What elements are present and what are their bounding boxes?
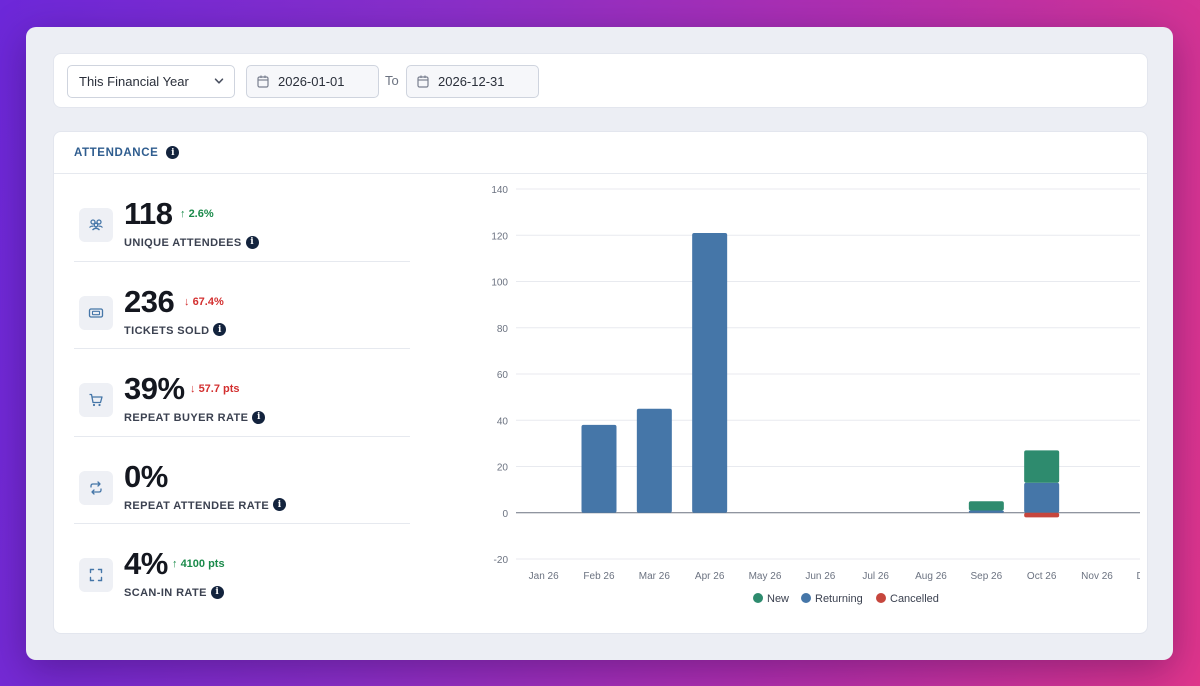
- dashboard-window: This Financial Year 2026-01-01 To 2026-1…: [26, 27, 1173, 660]
- metric-change: ↑ 2.6%: [180, 208, 214, 220]
- bar-new: [1024, 450, 1060, 483]
- y-tick-label: 60: [497, 370, 509, 381]
- arrow-down-icon: ↓: [184, 295, 193, 308]
- x-tick-label: Mar 26: [639, 571, 671, 582]
- x-tick-label: Feb 26: [583, 571, 615, 582]
- y-tick-label: 80: [497, 324, 509, 335]
- start-date-input[interactable]: 2026-01-01: [246, 65, 379, 98]
- metric-value: 4%: [124, 546, 168, 581]
- attendance-chart: 140 120 100 80 60 40 20 0 -20 Jan 26 Feb 26 Mar 26 A…: [491, 185, 1140, 605]
- metric-value: 236: [124, 283, 175, 319]
- metric-scan-in-rate: 4% ↑ 4100 pts SCAN-IN RATE i: [74, 524, 410, 612]
- date-range-select[interactable]: This Financial Year: [67, 65, 235, 98]
- bar-returning: [692, 232, 728, 513]
- bar-returning: [968, 510, 1004, 513]
- x-tick-label: Sep 26: [970, 571, 1002, 582]
- end-date-input[interactable]: 2026-12-31: [406, 65, 539, 98]
- legend-label: New: [767, 593, 789, 605]
- metric-value: 39%: [124, 371, 185, 406]
- info-icon[interactable]: i: [245, 235, 259, 249]
- bar-returning: [1024, 482, 1060, 513]
- y-tick-label: 140: [491, 185, 508, 196]
- y-tick-label: 120: [491, 231, 508, 242]
- ticket-icon: [79, 295, 113, 330]
- chevron-down-icon: [214, 78, 224, 84]
- legend-swatch: [753, 593, 763, 603]
- to-label: To: [385, 73, 399, 88]
- attendance-header: ATTENDANCE i: [54, 132, 1147, 174]
- users-icon: [79, 208, 113, 242]
- x-tick-label: Jul 26: [862, 571, 889, 582]
- arrow-up-icon: ↑: [172, 558, 181, 570]
- calendar-icon: [257, 75, 269, 88]
- metrics-list: 118 ↑ 2.6% UNIQUE ATTENDEES i 236 ↓ 67.4%…: [74, 174, 410, 612]
- metric-label: SCAN-IN RATE i: [124, 585, 224, 599]
- info-icon[interactable]: i: [252, 410, 266, 424]
- legend-label: Cancelled: [890, 593, 939, 605]
- metric-label: TICKETS SOLD i: [124, 323, 227, 337]
- metric-value: 118: [124, 196, 173, 231]
- x-tick-label: Dec 26: [1136, 571, 1140, 582]
- legend-swatch: [876, 593, 886, 603]
- metric-tickets-sold: 236 ↓ 67.4% TICKETS SOLD i: [74, 262, 410, 349]
- legend-label: Returning: [815, 593, 863, 605]
- metric-label: REPEAT BUYER RATE i: [124, 410, 266, 424]
- calendar-icon: [417, 75, 429, 88]
- metric-label: REPEAT ATTENDEE RATE i: [124, 498, 287, 512]
- metric-unique-attendees: 118 ↑ 2.6% UNIQUE ATTENDEES i: [74, 174, 410, 262]
- metric-repeat-attendee-rate: 0% REPEAT ATTENDEE RATE i: [74, 437, 410, 524]
- scan-icon: [79, 558, 113, 592]
- metric-label: UNIQUE ATTENDEES i: [124, 235, 259, 249]
- x-tick-label: Jan 26: [529, 571, 559, 582]
- legend-swatch: [801, 593, 811, 603]
- start-date-value: 2026-01-01: [278, 74, 345, 89]
- info-icon[interactable]: i: [166, 146, 180, 159]
- metric-change: ↓ 67.4%: [184, 295, 224, 308]
- x-tick-label: Oct 26: [1027, 571, 1057, 582]
- repeat-icon: [79, 470, 113, 505]
- metric-change: ↓ 57.7 pts: [190, 383, 240, 395]
- cart-icon: [79, 383, 113, 417]
- bar-cancelled: [1024, 512, 1060, 518]
- metric-change: ↑ 4100 pts: [172, 558, 225, 570]
- bar-new: [968, 501, 1004, 511]
- bar-returning: [636, 408, 672, 513]
- filter-bar: This Financial Year 2026-01-01 To 2026-1…: [53, 53, 1148, 108]
- info-icon[interactable]: i: [210, 585, 224, 599]
- arrow-up-icon: ↑: [180, 208, 189, 220]
- bar-returning: [581, 424, 617, 513]
- metric-value: 0%: [124, 458, 168, 494]
- end-date-value: 2026-12-31: [438, 74, 505, 89]
- attendance-card: ATTENDANCE i 118 ↑ 2.6% UNIQUE ATTENDEES…: [53, 131, 1148, 634]
- info-icon[interactable]: i: [213, 323, 227, 337]
- y-tick-label: 0: [502, 509, 508, 520]
- attendance-title: ATTENDANCE: [74, 146, 159, 159]
- y-tick-label: -20: [494, 555, 509, 566]
- x-tick-label: May 26: [749, 571, 782, 582]
- x-tick-label: Aug 26: [915, 571, 947, 582]
- y-tick-label: 100: [491, 278, 508, 289]
- arrow-down-icon: ↓: [190, 383, 199, 395]
- metric-repeat-buyer-rate: 39% ↓ 57.7 pts REPEAT BUYER RATE i: [74, 349, 410, 437]
- info-icon[interactable]: i: [273, 498, 287, 512]
- x-tick-label: Nov 26: [1081, 571, 1113, 582]
- y-tick-label: 20: [497, 463, 509, 474]
- x-tick-label: Apr 26: [695, 571, 725, 582]
- y-tick-label: 40: [497, 416, 509, 427]
- date-range-select-value: This Financial Year: [79, 74, 189, 89]
- x-tick-label: Jun 26: [805, 571, 835, 582]
